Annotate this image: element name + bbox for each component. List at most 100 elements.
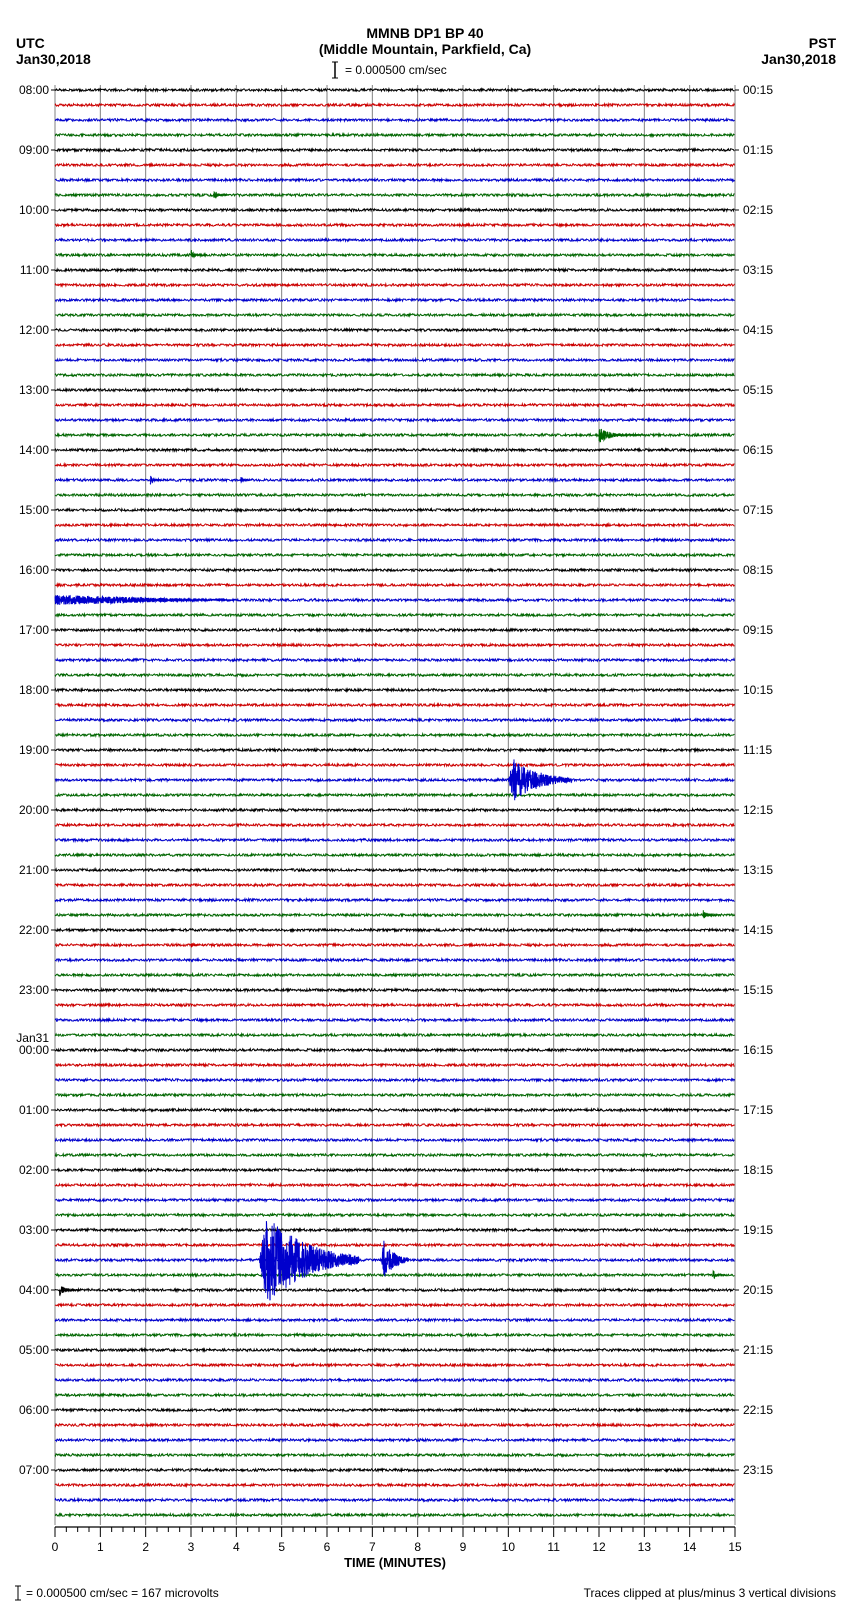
trace <box>55 164 735 166</box>
trace <box>55 464 735 466</box>
trace <box>55 929 735 931</box>
trace <box>55 734 735 736</box>
left-hour: 04:00 <box>19 1283 49 1297</box>
left-hour: 15:00 <box>19 503 49 517</box>
left-hour: 00:00 <box>19 1043 49 1057</box>
x-tick-label: 14 <box>683 1540 697 1554</box>
left-hour: 09:00 <box>19 143 49 157</box>
trace <box>55 1004 735 1006</box>
left-hour: 03:00 <box>19 1223 49 1237</box>
trace <box>55 1079 735 1081</box>
right-hour: 23:15 <box>743 1463 773 1477</box>
trace <box>55 1199 735 1201</box>
right-hour: 03:15 <box>743 263 773 277</box>
left-hour: 08:00 <box>19 83 49 97</box>
trace <box>55 209 735 211</box>
trace <box>55 539 735 541</box>
trace <box>55 224 735 226</box>
x-tick-label: 1 <box>97 1540 104 1554</box>
trace <box>55 1349 735 1351</box>
trace <box>55 299 735 301</box>
left-hour: 16:00 <box>19 563 49 577</box>
trace <box>55 1409 735 1411</box>
trace <box>55 584 735 586</box>
trace <box>55 1244 735 1246</box>
right-hour: 06:15 <box>743 443 773 457</box>
right-hour: 08:15 <box>743 563 773 577</box>
right-hour: 02:15 <box>743 203 773 217</box>
trace <box>55 554 735 556</box>
trace <box>55 1274 735 1276</box>
right-hour: 14:15 <box>743 923 773 937</box>
trace <box>55 704 735 706</box>
trace <box>55 179 735 181</box>
x-tick-label: 7 <box>369 1540 376 1554</box>
x-tick-label: 9 <box>460 1540 467 1554</box>
trace <box>55 524 735 526</box>
left-hour: 20:00 <box>19 803 49 817</box>
left-hour: 06:00 <box>19 1403 49 1417</box>
x-tick-label: 12 <box>592 1540 606 1554</box>
left-hour: 05:00 <box>19 1343 49 1357</box>
trace <box>55 1334 735 1336</box>
right-hour: 13:15 <box>743 863 773 877</box>
trace <box>55 959 735 961</box>
trace <box>55 644 735 646</box>
trace <box>55 119 735 121</box>
event <box>599 429 644 442</box>
right-hour: 20:15 <box>743 1283 773 1297</box>
trace <box>55 779 735 781</box>
trace <box>55 1169 735 1171</box>
trace <box>55 1034 735 1036</box>
left-hour: 02:00 <box>19 1163 49 1177</box>
trace <box>55 1229 735 1231</box>
trace <box>55 1514 735 1516</box>
trace <box>55 359 735 361</box>
trace <box>55 509 735 511</box>
trace <box>55 1379 735 1381</box>
right-hour: 10:15 <box>743 683 773 697</box>
left-hour: 19:00 <box>19 743 49 757</box>
event <box>150 476 161 484</box>
right-hour: 15:15 <box>743 983 773 997</box>
trace <box>55 1214 735 1216</box>
trace <box>55 614 735 616</box>
x-tick-label: 11 <box>547 1540 560 1554</box>
trace <box>55 389 735 391</box>
trace <box>55 1394 735 1396</box>
right-hour: 04:15 <box>743 323 773 337</box>
right-hour: 11:15 <box>743 743 772 757</box>
x-tick-label: 15 <box>728 1540 742 1554</box>
scale-text: = 0.000500 cm/sec <box>345 63 447 77</box>
trace <box>55 689 735 691</box>
traces <box>55 89 735 1516</box>
footer-right: Traces clipped at plus/minus 3 vertical … <box>584 1586 836 1600</box>
left-hour: 23:00 <box>19 983 49 997</box>
trace <box>55 854 735 856</box>
event <box>703 910 721 918</box>
date-right: Jan30,2018 <box>761 51 836 67</box>
right-hour: 22:15 <box>743 1403 773 1417</box>
x-tick-label: 8 <box>414 1540 421 1554</box>
trace <box>55 1019 735 1021</box>
trace <box>55 1139 735 1141</box>
right-hour: 18:15 <box>743 1163 773 1177</box>
trace <box>55 419 735 421</box>
right-hour: 19:15 <box>743 1223 773 1237</box>
trace <box>55 1064 735 1066</box>
trace <box>55 314 735 316</box>
trace <box>55 449 735 451</box>
trace <box>55 104 735 106</box>
event <box>712 1271 726 1278</box>
left-hour: 14:00 <box>19 443 49 457</box>
trace <box>55 329 735 331</box>
trace <box>55 719 735 721</box>
trace <box>55 89 735 91</box>
trace <box>55 494 735 496</box>
trace <box>55 1289 735 1291</box>
trace <box>55 1469 735 1471</box>
footer-left: = 0.000500 cm/sec = 167 microvolts <box>26 1586 219 1600</box>
trace <box>55 1454 735 1456</box>
seismogram: MMNB DP1 BP 40(Middle Mountain, Parkfiel… <box>0 0 850 1613</box>
trace <box>55 1364 735 1366</box>
